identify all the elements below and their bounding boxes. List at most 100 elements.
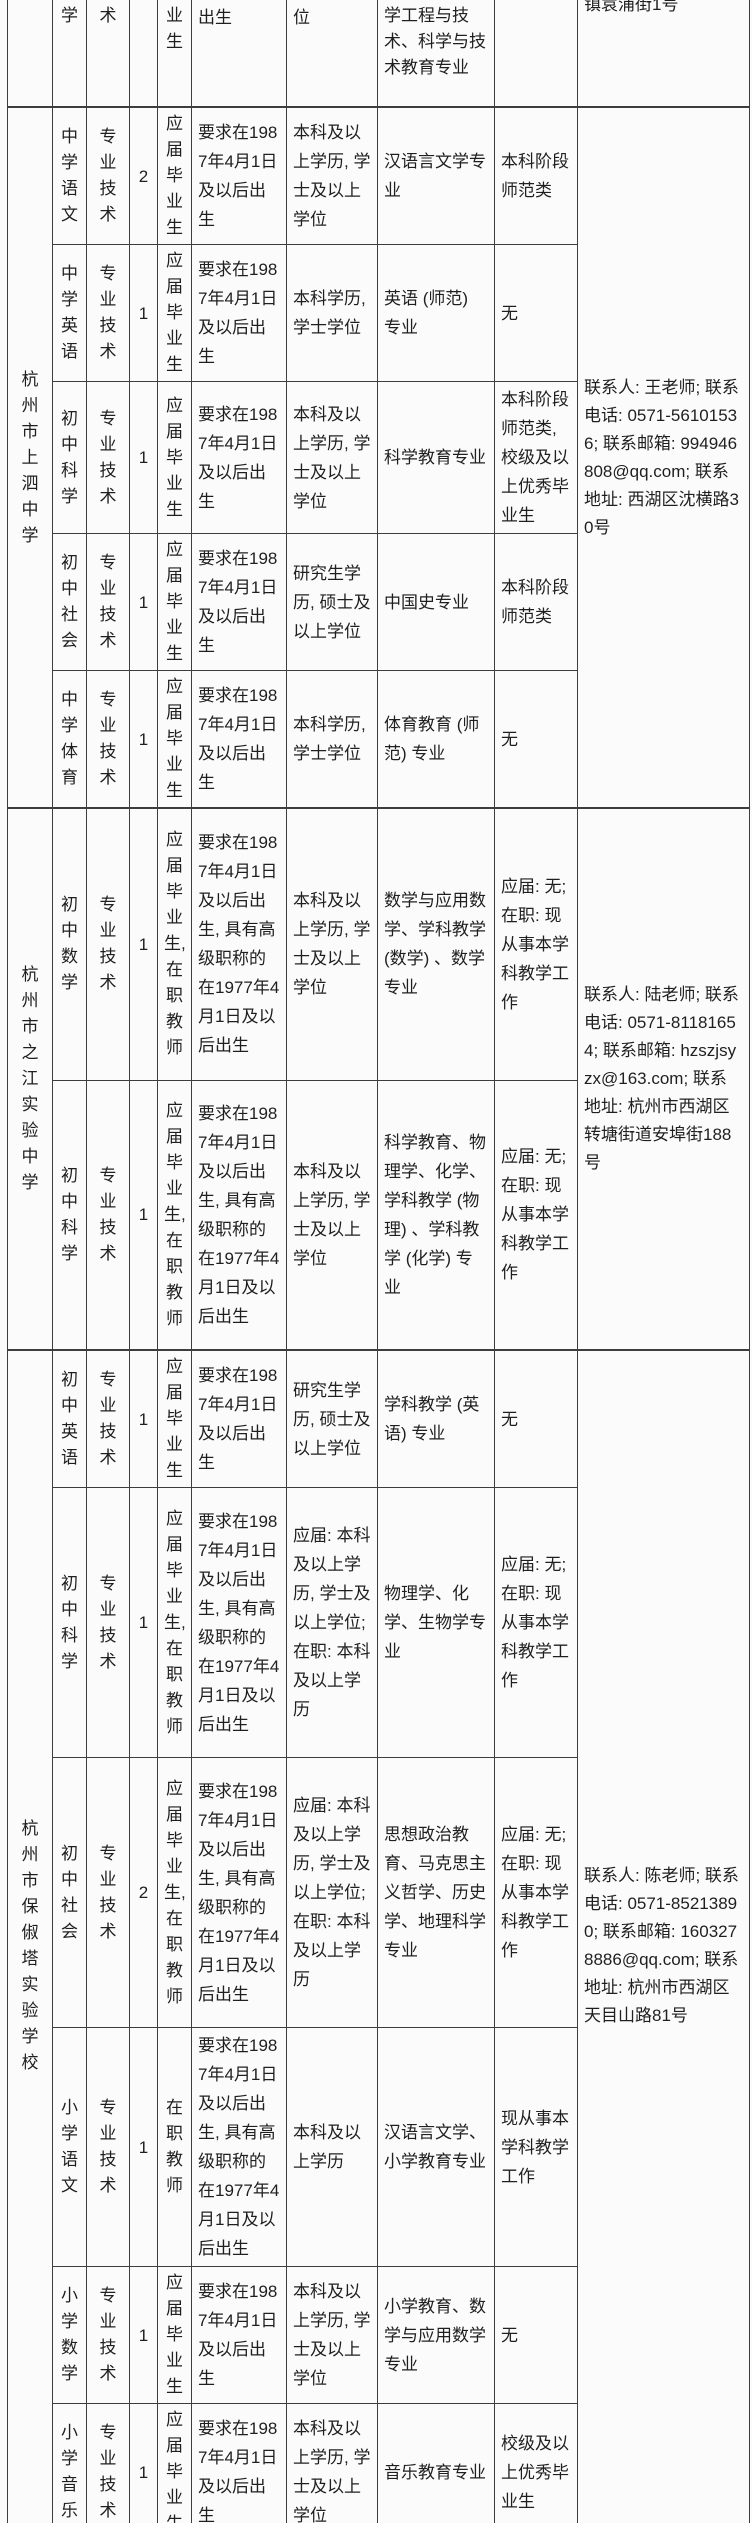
other-requirement-cell: 本科阶段师范类 — [494, 533, 578, 671]
degree-cell: 本科学历, 学士学位 — [286, 244, 378, 382]
table-row: 初中科学 专业技术 1 应届毕业生,在职教师 要求在1987年4月1日及以后出生… — [8, 1487, 750, 1758]
other-requirement-cell: 校级及以上优秀毕业生 — [494, 2403, 578, 2523]
table-row: 杭州市保俶塔实验学校 初中英语 专业技术 1 应届毕业生 要求在1987年4月1… — [7, 1349, 750, 2523]
contact-cell: 联系人: 陆老师; 联系电话: 0571-81181654; 联系邮箱: hzs… — [577, 807, 750, 1351]
major-cell: 音乐教育专业 — [377, 2403, 495, 2523]
major-cell: 科学教育、物理学、化学、学科教学 (物理) 、学科教学 (化学) 专业 — [377, 1079, 495, 1351]
degree-cell: 本科及以上学历, 学士及以上学位 — [286, 2403, 378, 2523]
count-cell: 1 — [129, 807, 158, 1081]
table-row: 杭州市之江实验中学 初中数学 专业技术 1 应届毕业生,在职教师 要求在1987… — [7, 807, 750, 1351]
target-cell: 应届毕业生 — [157, 381, 192, 534]
degree-cell: 本科及以上学历, 学士及以上学位 — [286, 106, 378, 245]
table-row: 杭州市上泗中学 中学语文 专业技术 2 应届毕业生 要求在1987年4月1日及以… — [7, 106, 750, 809]
contact-cell: 镇袁浦街1号 — [577, 0, 750, 108]
target-cell: 应届毕业生,在职教师 — [157, 1079, 192, 1351]
target-cell: 应届毕业生 — [157, 670, 192, 809]
major-cell: 科学教育专业 — [377, 381, 495, 534]
degree-cell: 本科及以上学历, 学士及以上学位 — [286, 807, 378, 1081]
job-type-cell: 专业技术 — [86, 807, 130, 1081]
birth-requirement-cell: 要求在1987年4月1日及以后出生, 具有高级职称的在1977年4月1日及以后出… — [191, 1487, 287, 1758]
birth-requirement-cell: 要求在1987年4月1日及以后出生, 具有高级职称的在1977年4月1日及以后出… — [191, 807, 287, 1081]
job-type-cell: 术 — [86, 0, 130, 108]
table-row: 小学语文 专业技术 1 在职教师 要求在1987年4月1日及以后出生, 具有高级… — [8, 2027, 750, 2267]
count-cell: 1 — [129, 1487, 158, 1758]
target-cell: 应届毕业生 — [157, 2403, 192, 2523]
birth-requirement-cell: 出生 — [191, 0, 287, 108]
target-cell: 业生 — [157, 0, 192, 108]
position-cell: 初中社会 — [52, 533, 87, 671]
job-type-cell: 专业技术 — [86, 533, 130, 671]
position-cell: 初中科学 — [52, 1079, 87, 1351]
count-cell: 2 — [129, 1757, 158, 2028]
table-row: 中学体育 专业技术 1 应届毕业生 要求在1987年4月1日及以后出生 本科学历… — [8, 670, 750, 809]
target-cell: 应届毕业生 — [157, 106, 192, 245]
major-cell: 数学与应用数学、学科教学 (数学) 、数学专业 — [377, 807, 495, 1081]
job-type-cell: 专业技术 — [86, 2027, 130, 2267]
other-requirement-cell: 无 — [494, 244, 578, 382]
count-cell: 1 — [129, 533, 158, 671]
birth-requirement-cell: 要求在1987年4月1日及以后出生, 具有高级职称的在1977年4月1日及以后出… — [191, 1079, 287, 1351]
count-cell: 1 — [129, 2027, 158, 2267]
major-text: 学工程与技术、科学与技术教育专业 — [384, 6, 486, 77]
birth-requirement-cell: 要求在1987年4月1日及以后出生 — [191, 533, 287, 671]
contact-text: 镇袁浦街1号 — [584, 0, 679, 14]
birth-requirement-cell: 要求在1987年4月1日及以后出生 — [191, 106, 287, 245]
other-requirement-cell: 无 — [494, 1349, 578, 1488]
major-cell: 汉语言文学、小学教育专业 — [377, 2027, 495, 2267]
major-cell: 中国史专业 — [377, 533, 495, 671]
table-row: 学 术 业生 出生 位 学工程与技术、科学与技术教育专业 镇袁浦街1号 — [7, 0, 750, 108]
job-type-cell: 专业技术 — [86, 1757, 130, 2028]
table-row: 初中科学 专业技术 1 应届毕业生,在职教师 要求在1987年4月1日及以后出生… — [8, 1079, 750, 1351]
school-cell: 杭州市上泗中学 — [7, 106, 53, 809]
major-cell: 汉语言文学专业 — [377, 106, 495, 245]
major-cell: 英语 (师范) 专业 — [377, 244, 495, 382]
degree-cell: 研究生学历, 硕士及以上学位 — [286, 1349, 378, 1488]
other-requirement-cell: 无 — [494, 670, 578, 809]
count-cell — [129, 0, 158, 108]
table-row: 初中科学 专业技术 1 应届毕业生 要求在1987年4月1日及以后出生 本科及以… — [8, 381, 750, 534]
job-type-cell: 专业技术 — [86, 244, 130, 382]
target-cell: 应届毕业生 — [157, 2266, 192, 2404]
birth-requirement-cell: 要求在1987年4月1日及以后出生 — [191, 2403, 287, 2523]
table-row: 初中社会 专业技术 2 应届毕业生,在职教师 要求在1987年4月1日及以后出生… — [8, 1757, 750, 2028]
position-cell: 小学语文 — [52, 2027, 87, 2267]
birth-requirement-cell: 要求在1987年4月1日及以后出生 — [191, 381, 287, 534]
target-cell: 应届毕业生 — [157, 1349, 192, 1488]
contact-cell: 联系人: 王老师; 联系电话: 0571-56101536; 联系邮箱: 994… — [577, 106, 750, 809]
position-cell: 学 — [52, 0, 87, 108]
count-cell: 1 — [129, 670, 158, 809]
job-type-cell: 专业技术 — [86, 1487, 130, 1758]
degree-cell: 本科及以上学历 — [286, 2027, 378, 2267]
major-cell: 思想政治教育、马克思主义哲学、历史学、地理科学专业 — [377, 1757, 495, 2028]
degree-cell: 位 — [286, 0, 378, 108]
other-requirement-cell: 应届: 无; 在职: 现从事本学科教学工作 — [494, 1757, 578, 2028]
target-cell: 应届毕业生,在职教师 — [157, 807, 192, 1081]
other-requirement-cell: 本科阶段师范类, 校级及以上优秀毕业生 — [494, 381, 578, 534]
target-cell: 应届毕业生,在职教师 — [157, 1757, 192, 2028]
teacher-recruitment-table: 学 术 业生 出生 位 学工程与技术、科学与技术教育专业 镇袁浦街1号 杭州市上… — [7, 0, 750, 2523]
count-cell: 1 — [129, 1079, 158, 1351]
birth-requirement-cell: 要求在1987年4月1日及以后出生 — [191, 670, 287, 809]
count-cell: 1 — [129, 1349, 158, 1488]
target-cell: 应届毕业生 — [157, 533, 192, 671]
count-cell: 1 — [129, 2403, 158, 2523]
other-requirement-cell: 现从事本学科教学工作 — [494, 2027, 578, 2267]
contact-cell: 联系人: 陈老师; 联系电话: 0571-85213890; 联系邮箱: 160… — [577, 1349, 750, 2523]
position-cell: 初中数学 — [52, 807, 87, 1081]
other-requirement-cell: 应届: 无; 在职: 现从事本学科教学工作 — [494, 1079, 578, 1351]
position-cell: 初中英语 — [52, 1349, 87, 1488]
other-requirement-cell — [494, 0, 578, 108]
major-cell: 学科教学 (英语) 专业 — [377, 1349, 495, 1488]
major-cell: 小学教育、数学与应用数学专业 — [377, 2266, 495, 2404]
count-cell: 1 — [129, 244, 158, 382]
table-row: 小学数学 专业技术 1 应届毕业生 要求在1987年4月1日及以后出生 本科及以… — [8, 2266, 750, 2404]
other-requirement-cell: 本科阶段师范类 — [494, 106, 578, 245]
position-cell: 中学语文 — [52, 106, 87, 245]
position-cell: 初中科学 — [52, 381, 87, 534]
major-cell: 体育教育 (师范) 专业 — [377, 670, 495, 809]
degree-cell: 本科及以上学历, 学士及以上学位 — [286, 2266, 378, 2404]
target-cell: 应届毕业生,在职教师 — [157, 1487, 192, 1758]
target-cell: 应届毕业生 — [157, 244, 192, 382]
job-type-cell: 专业技术 — [86, 2403, 130, 2523]
